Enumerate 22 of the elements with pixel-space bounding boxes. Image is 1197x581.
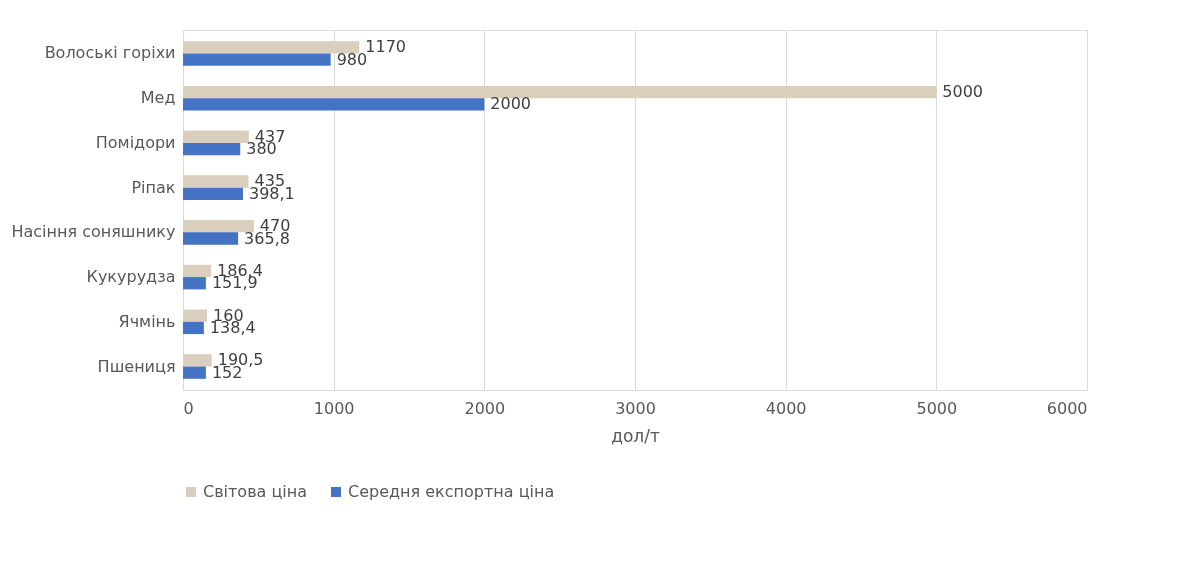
x-tick-label: 6000 (1046, 398, 1088, 418)
x-axis-title: дол/т (611, 425, 660, 446)
y-tick-label: Кукурудза (86, 267, 176, 287)
data-label: 5000 (942, 82, 984, 102)
x-tick-label: 1000 (313, 398, 355, 418)
x-tick-label: 4000 (765, 398, 807, 418)
y-tick-label: Помідори (95, 132, 176, 152)
y-tick-label: Ріпак (131, 177, 176, 197)
x-tick-label: 5000 (916, 398, 958, 418)
y-tick-label: Волоські горіхи (44, 43, 176, 63)
data-label: 1170 (365, 37, 406, 57)
data-label: 980 (336, 49, 368, 69)
x-tick-label: 0 (183, 398, 194, 418)
y-tick-label: Пшениця (97, 356, 176, 376)
y-tick-label: Насіння соняшнику (11, 222, 176, 242)
x-tick-label: 3000 (615, 398, 656, 418)
legend-label: Світова ціна (203, 482, 308, 501)
x-tick-label: 2000 (464, 398, 506, 418)
y-tick-label: Ячмінь (118, 311, 176, 331)
y-tick-label: Мед (140, 88, 176, 108)
data-label: 2000 (490, 94, 532, 114)
legend-label: Середня експортна ціна (348, 482, 555, 501)
